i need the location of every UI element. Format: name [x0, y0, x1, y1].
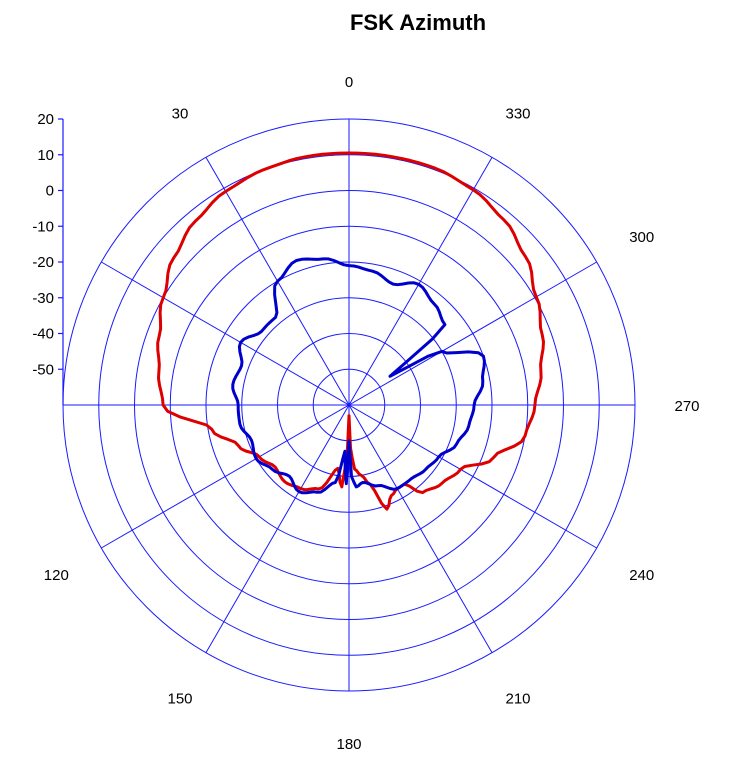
polar-grid: [62, 118, 636, 692]
series-layer: [156, 151, 545, 511]
radial-axis: 20 10 0 -10 -20 -30 -40 -50: [32, 111, 64, 405]
angle-tick-label: 120: [44, 567, 69, 584]
angle-tick-label: 270: [674, 398, 699, 415]
radial-tick-label: -20: [32, 254, 54, 271]
angle-tick-label: 300: [629, 229, 654, 246]
radial-tick-label: 10: [37, 147, 54, 164]
radial-tick-label: -10: [32, 218, 54, 235]
chart-title: FSK Azimuth: [350, 10, 486, 35]
angle-tick-label: 180: [336, 736, 361, 753]
radial-tick-label: 20: [37, 111, 54, 128]
radial-tick-label: -50: [32, 361, 54, 378]
radial-tick-label: -40: [32, 326, 54, 343]
radial-tick-label: -30: [32, 290, 54, 307]
angle-tick-label: 30: [172, 105, 189, 122]
angular-tick-labels: 0 30 330 300 270 240 210 180 150 120: [44, 74, 700, 753]
angle-tick-label: 240: [629, 567, 654, 584]
angle-tick-label: 150: [167, 691, 192, 708]
angle-tick-label: 330: [505, 105, 530, 122]
grid-spoke: [205, 157, 493, 653]
radial-tick-label: 0: [46, 183, 54, 200]
series-line-1: [156, 151, 545, 511]
angle-tick-label: 0: [345, 74, 353, 91]
angle-tick-label: 210: [505, 691, 530, 708]
series-line-2: [231, 257, 486, 495]
